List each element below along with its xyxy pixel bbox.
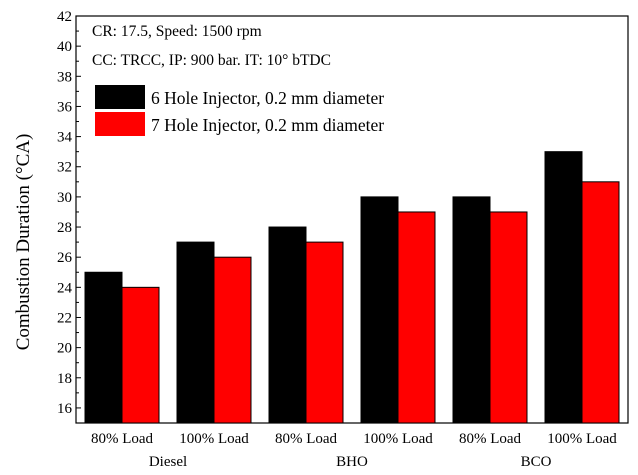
legend-label-series-1: 6 Hole Injector, 0.2 mm diameter (151, 88, 384, 108)
annotation-line-2: CC: TRCC, IP: 900 bar. IT: 10° bTDC (92, 52, 331, 69)
bar-series-2 (305, 241, 344, 424)
y-tick-label: 20 (57, 341, 72, 357)
y-tick-label: 18 (57, 371, 72, 387)
x-group-label: BCO (521, 454, 552, 470)
plot-area: 16 18 20 22 24 26 28 30 32 34 36 38 40 42 80% Load 100%… (57, 9, 629, 470)
y-tick-label: 24 (57, 280, 73, 296)
y-tick-label: 40 (57, 39, 72, 55)
y-tick-label: 34 (57, 130, 73, 146)
y-tick-label: 28 (57, 220, 72, 236)
y-tick-label: 26 (57, 250, 73, 266)
x-category-label: 80% Load (91, 431, 154, 447)
bar-series-1 (176, 241, 215, 424)
bar-series-1 (360, 196, 399, 424)
y-tick-label: 36 (57, 99, 73, 115)
bar-series-2 (489, 211, 528, 424)
y-tick-label: 42 (57, 9, 72, 25)
x-category-label: 80% Load (275, 431, 338, 447)
x-category-label: 100% Load (179, 431, 249, 447)
y-tick-label: 16 (57, 401, 73, 417)
bar-series-2 (121, 286, 160, 424)
y-axis-label: Combustion Duration (°CA) (13, 134, 34, 351)
annotation-line-1: CR: 17.5, Speed: 1500 rpm (92, 23, 262, 40)
bar-series-1 (268, 226, 307, 424)
plot-frame (75, 15, 629, 424)
y-tick-label: 32 (57, 160, 72, 176)
y-tick-label: 38 (57, 69, 72, 85)
x-category-label: 100% Load (363, 431, 433, 447)
legend-swatch-series-2 (95, 112, 145, 136)
bar-series-2 (213, 256, 252, 424)
x-group-label: Diesel (149, 454, 187, 470)
bar-series-1 (452, 196, 491, 424)
legend: 6 Hole Injector, 0.2 mm diameter 7 Hole … (95, 85, 384, 136)
bar-series-1 (544, 151, 583, 424)
legend-swatch-series-1 (95, 85, 145, 109)
y-tick-label: 30 (57, 190, 72, 206)
x-category-label: 100% Load (547, 431, 617, 447)
x-group-label: BHO (336, 454, 368, 470)
x-category-label: 80% Load (459, 431, 522, 447)
bar-series-2 (397, 211, 436, 424)
bar-series-2 (581, 181, 620, 424)
y-tick-label: 22 (57, 310, 72, 326)
bar-series-1 (84, 271, 123, 424)
legend-label-series-2: 7 Hole Injector, 0.2 mm diameter (151, 115, 384, 135)
